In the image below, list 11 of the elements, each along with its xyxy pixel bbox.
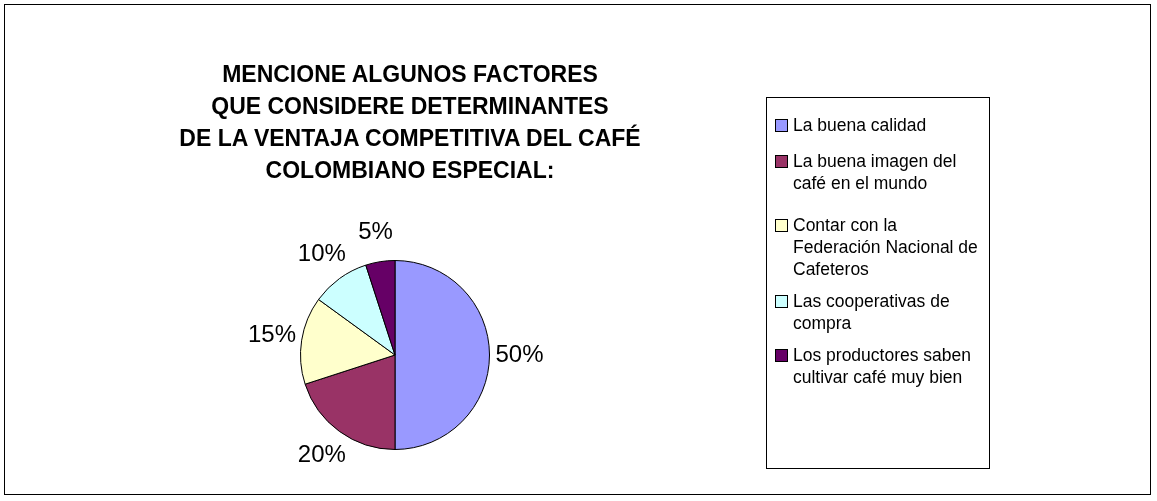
legend-label: La buena calidad bbox=[792, 114, 928, 136]
legend-label: Las cooperativas de compra bbox=[792, 290, 951, 334]
data-label: 10% bbox=[297, 238, 346, 266]
data-label: 15% bbox=[248, 320, 297, 348]
data-label: 5% bbox=[358, 216, 393, 244]
legend-label: La buena imagen del café en el mundo bbox=[792, 150, 958, 194]
legend-label: Contar con la Federación Nacional de Cafeteros bbox=[792, 214, 979, 280]
data-label: 50% bbox=[495, 339, 544, 367]
text: MENCIONE ALGUNOS FACTORES QUE CONSIDERE DETERMINANTES DE LA VENTAJA COMPETITIVA DEL CAFÉ COLOMBIANO ESPECIAL: bbox=[178, 60, 642, 185]
legend-label: Los productores saben cultivar café muy bien bbox=[792, 344, 973, 388]
data-label: 20% bbox=[297, 440, 346, 468]
